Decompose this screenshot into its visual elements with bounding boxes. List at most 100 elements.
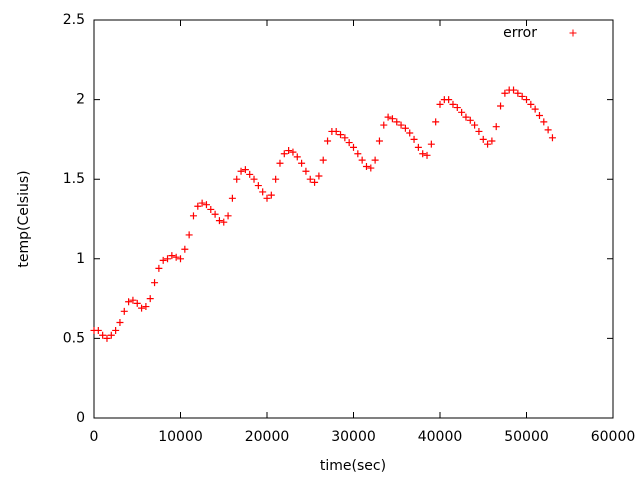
point <box>211 210 219 218</box>
point <box>462 113 470 121</box>
y-tick-label: 1 <box>76 251 85 267</box>
point <box>159 256 167 264</box>
point <box>202 201 210 209</box>
point <box>172 253 180 261</box>
point <box>501 89 509 97</box>
point <box>471 121 479 129</box>
point <box>544 126 552 134</box>
point <box>181 245 189 253</box>
point <box>492 123 500 131</box>
x-tick-label: 60000 <box>591 429 636 445</box>
point <box>380 121 388 129</box>
point <box>241 166 249 174</box>
y-tick-label: 0.5 <box>63 330 85 346</box>
point <box>406 129 414 137</box>
point <box>146 295 154 303</box>
point <box>445 96 453 104</box>
point <box>276 159 284 167</box>
point <box>259 188 267 196</box>
point <box>155 264 163 272</box>
point <box>436 100 444 108</box>
point <box>138 304 146 312</box>
point <box>414 143 422 151</box>
point <box>112 326 120 334</box>
point <box>488 137 496 145</box>
point <box>514 89 522 97</box>
point <box>194 202 202 210</box>
point <box>354 150 362 158</box>
point <box>410 135 418 143</box>
point <box>453 104 461 112</box>
plot-border <box>93 19 614 419</box>
point <box>367 164 375 172</box>
point <box>237 167 245 175</box>
point <box>293 153 301 161</box>
point <box>475 127 483 135</box>
point <box>401 124 409 132</box>
point <box>535 112 543 120</box>
point <box>302 167 310 175</box>
point <box>120 307 128 315</box>
point <box>285 147 293 155</box>
point <box>484 140 492 148</box>
point <box>263 194 271 202</box>
point <box>350 143 357 151</box>
point <box>397 121 405 129</box>
point <box>133 299 141 307</box>
point <box>510 86 518 94</box>
point <box>393 118 401 126</box>
point <box>315 172 323 180</box>
point <box>164 255 172 263</box>
point <box>254 182 262 190</box>
point <box>497 102 505 110</box>
point <box>94 326 102 334</box>
point <box>466 116 474 124</box>
point <box>177 255 184 263</box>
point <box>116 318 124 326</box>
point <box>233 175 241 183</box>
point <box>298 159 306 167</box>
point <box>246 170 254 178</box>
point <box>523 96 530 104</box>
point <box>306 175 314 183</box>
y-tick-label: 0 <box>76 410 85 426</box>
legend-marker <box>569 29 577 37</box>
point <box>540 118 548 126</box>
point <box>250 175 258 183</box>
point <box>319 156 327 164</box>
point <box>198 199 206 207</box>
x-tick-label: 30000 <box>331 429 376 445</box>
x-axis-label: time(sec) <box>320 458 386 474</box>
point <box>518 92 526 100</box>
x-tick-label: 20000 <box>245 429 290 445</box>
y-tick-label: 2 <box>76 92 85 108</box>
point <box>168 252 176 260</box>
point <box>432 118 440 126</box>
point <box>224 212 232 220</box>
point <box>107 331 115 339</box>
point <box>332 127 340 135</box>
point <box>423 151 431 159</box>
legend-label: error <box>503 25 537 41</box>
point <box>129 296 137 304</box>
point <box>419 150 427 158</box>
y-tick-label: 2.5 <box>63 12 85 28</box>
point <box>358 156 366 164</box>
point <box>207 205 215 213</box>
point <box>189 212 197 220</box>
y-tick-label: 1.5 <box>63 171 85 187</box>
x-tick-label: 50000 <box>504 429 549 445</box>
point <box>388 115 396 123</box>
point <box>103 334 111 342</box>
point <box>324 137 332 145</box>
point <box>427 140 435 148</box>
point <box>272 175 280 183</box>
point <box>531 105 539 113</box>
point <box>151 279 159 287</box>
point <box>99 331 107 339</box>
point <box>280 150 288 158</box>
point <box>375 137 383 145</box>
point <box>384 113 392 121</box>
point <box>267 191 275 199</box>
